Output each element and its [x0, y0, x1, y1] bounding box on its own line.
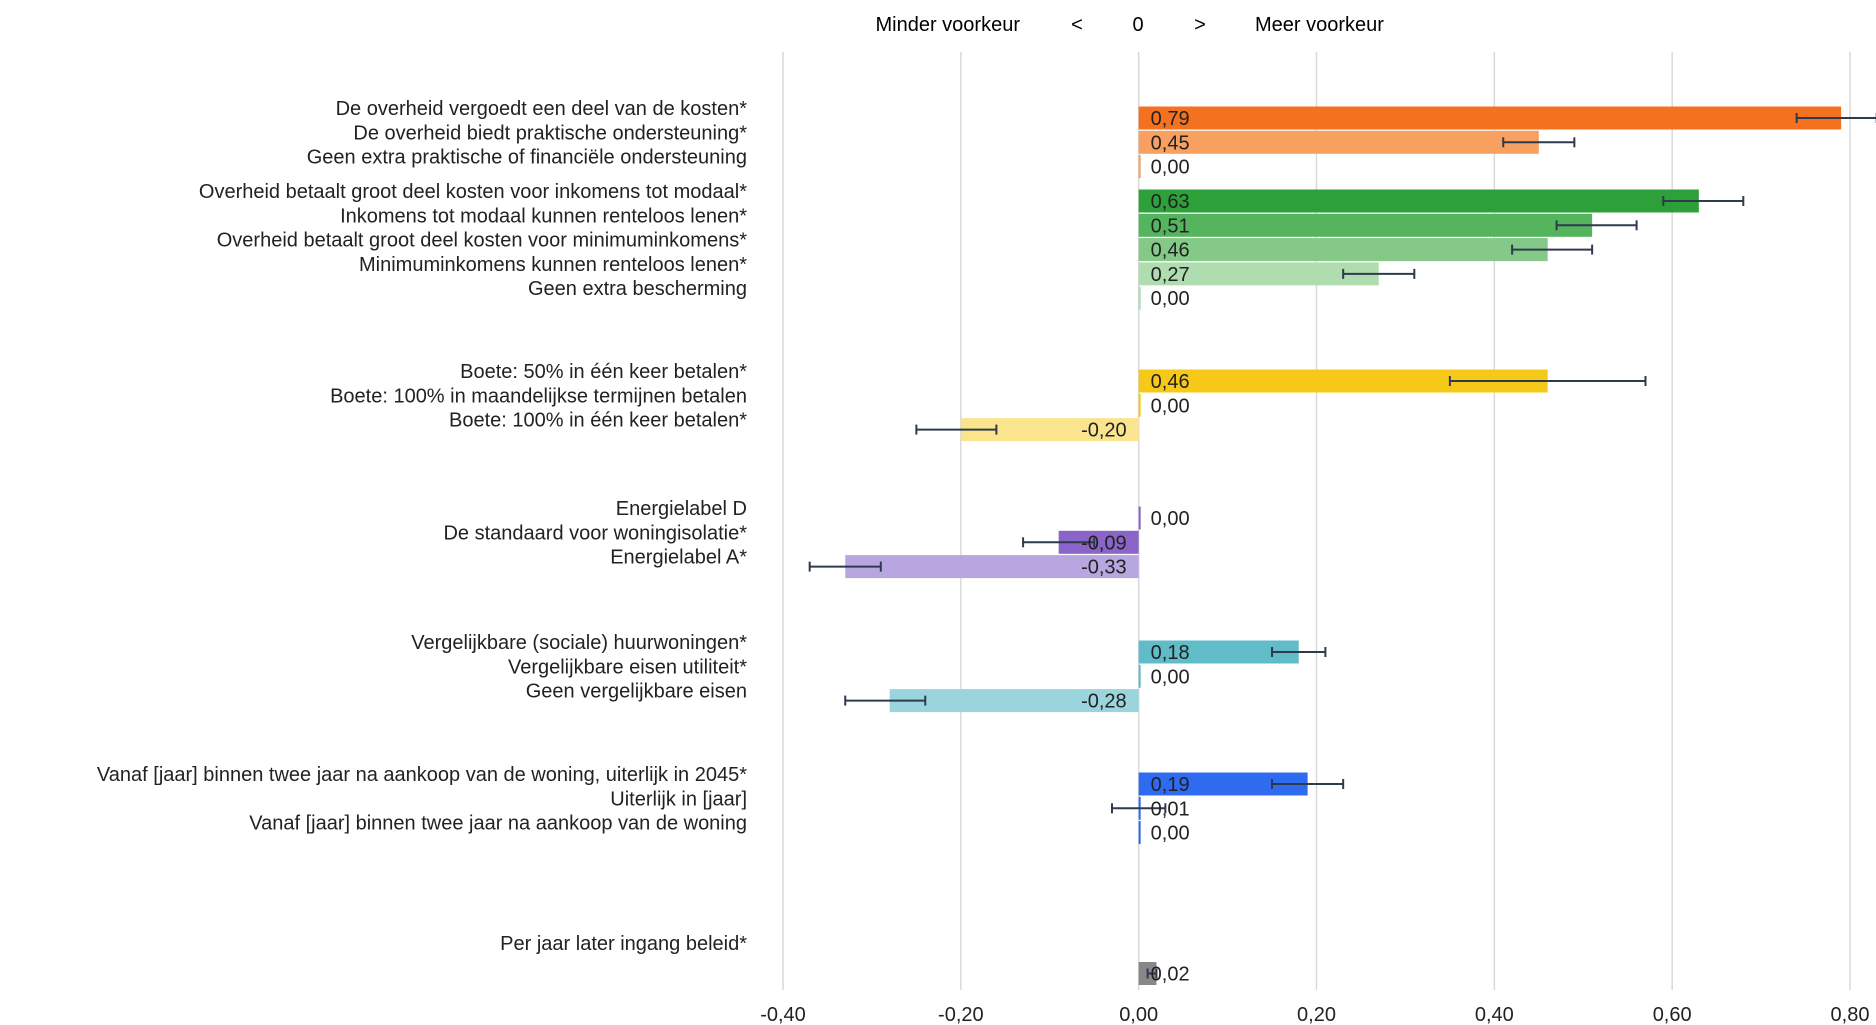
value-label: 0,27	[1151, 264, 1190, 286]
value-label: 0,00	[1151, 508, 1190, 530]
bar	[1138, 189, 1699, 213]
x-tick-label: 0,40	[1475, 1004, 1514, 1025]
greater-than-symbol: >	[1194, 14, 1206, 36]
category-label: De overheid vergoedt een deel van de kos…	[336, 98, 748, 120]
bar	[1138, 640, 1299, 664]
value-label: -0,09	[1081, 532, 1127, 554]
bar	[1138, 821, 1141, 845]
bar	[960, 418, 1139, 442]
x-axis-ticks: -0,40 -0,20 0,00 0,20 0,40 0,60 0,80	[760, 1004, 1869, 1025]
bar	[1138, 130, 1539, 154]
category-label: Geen extra praktische of financiële onde…	[307, 147, 747, 169]
category-label: Geen vergelijkbare eisen	[526, 681, 747, 703]
value-label: 0,45	[1151, 132, 1190, 154]
bar	[845, 555, 1139, 579]
bar	[1138, 238, 1548, 262]
category-label: Vanaf [jaar] binnen twee jaar na aankoop…	[249, 813, 747, 835]
value-label: 0,18	[1151, 642, 1190, 664]
category-label: Boete: 50% in één keer betalen*	[460, 361, 747, 383]
category-label: Overheid betaalt groot deel kosten voor …	[217, 230, 747, 252]
error-bars	[808, 113, 1876, 979]
x-tick-label: 0,00	[1119, 1004, 1158, 1025]
value-label: -0,20	[1081, 420, 1127, 442]
x-tick-label: 0,80	[1831, 1004, 1870, 1025]
x-tick-label: 0,60	[1653, 1004, 1692, 1025]
less-preference-label: Minder voorkeur	[875, 14, 1020, 36]
x-tick-label: -0,20	[938, 1004, 984, 1025]
category-label: De standaard voor woningisolatie*	[443, 522, 747, 544]
category-label: Vergelijkbare eisen utiliteit*	[508, 656, 747, 678]
category-label: Uiterlijk in [jaar]	[610, 788, 747, 810]
value-label: 0,01	[1151, 798, 1190, 820]
category-label: Overheid betaalt groot deel kosten voor …	[199, 181, 747, 203]
bar	[1138, 286, 1141, 310]
value-label: 0,63	[1151, 191, 1190, 213]
category-label: Boete: 100% in één keer betalen*	[449, 410, 747, 432]
value-label: 0,00	[1151, 288, 1190, 310]
category-label: Vergelijkbare (sociale) huurwoningen*	[411, 632, 747, 654]
category-label: Boete: 100% in maandelijkse termijnen be…	[330, 385, 747, 407]
value-label: -0,33	[1081, 557, 1127, 579]
value-label: 0,02	[1151, 964, 1190, 986]
bar	[1138, 506, 1141, 530]
value-label: 0,19	[1151, 774, 1190, 796]
value-label: 0,46	[1151, 240, 1190, 262]
bar	[1138, 213, 1593, 237]
value-label: 0,79	[1151, 108, 1190, 130]
bar	[1138, 369, 1548, 393]
category-label: Per jaar later ingang beleid*	[500, 933, 747, 955]
category-label: Vanaf [jaar] binnen twee jaar na aankoop…	[97, 764, 747, 786]
value-label: 0,00	[1151, 823, 1190, 845]
value-label: -0,28	[1081, 691, 1127, 713]
bars	[845, 106, 1842, 985]
category-label: Minimuminkomens kunnen renteloos lenen*	[359, 254, 747, 276]
value-label: 0,00	[1151, 666, 1190, 688]
more-preference-label: Meer voorkeur	[1255, 14, 1384, 36]
category-label: Energielabel A*	[610, 547, 747, 569]
value-labels: 0,790,450,000,630,510,460,270,000,460,00…	[1081, 108, 1190, 986]
category-label: Inkomens tot modaal kunnen renteloos len…	[340, 205, 747, 227]
category-labels: De overheid vergoedt een deel van de kos…	[97, 98, 747, 955]
bar	[1138, 664, 1141, 688]
category-label: Energielabel D	[616, 498, 747, 520]
preference-header: Minder voorkeur < 0 > Meer voorkeur	[875, 14, 1384, 36]
category-label: De overheid biedt praktische ondersteuni…	[353, 122, 747, 144]
bar	[1138, 155, 1141, 179]
x-tick-label: -0,40	[760, 1004, 806, 1025]
value-label: 0,00	[1151, 157, 1190, 179]
value-label: 0,46	[1151, 371, 1190, 393]
less-than-symbol: <	[1071, 14, 1083, 36]
value-label: 0,00	[1151, 395, 1190, 417]
category-label: Geen extra bescherming	[528, 278, 747, 300]
zero-marker-label: 0	[1132, 14, 1143, 36]
value-label: 0,51	[1151, 215, 1190, 237]
bar	[1138, 262, 1379, 286]
bar	[889, 689, 1139, 713]
bar	[1058, 530, 1139, 554]
bar	[1138, 772, 1308, 796]
bar	[1138, 393, 1141, 417]
bar	[1138, 106, 1842, 130]
x-tick-label: 0,20	[1297, 1004, 1336, 1025]
